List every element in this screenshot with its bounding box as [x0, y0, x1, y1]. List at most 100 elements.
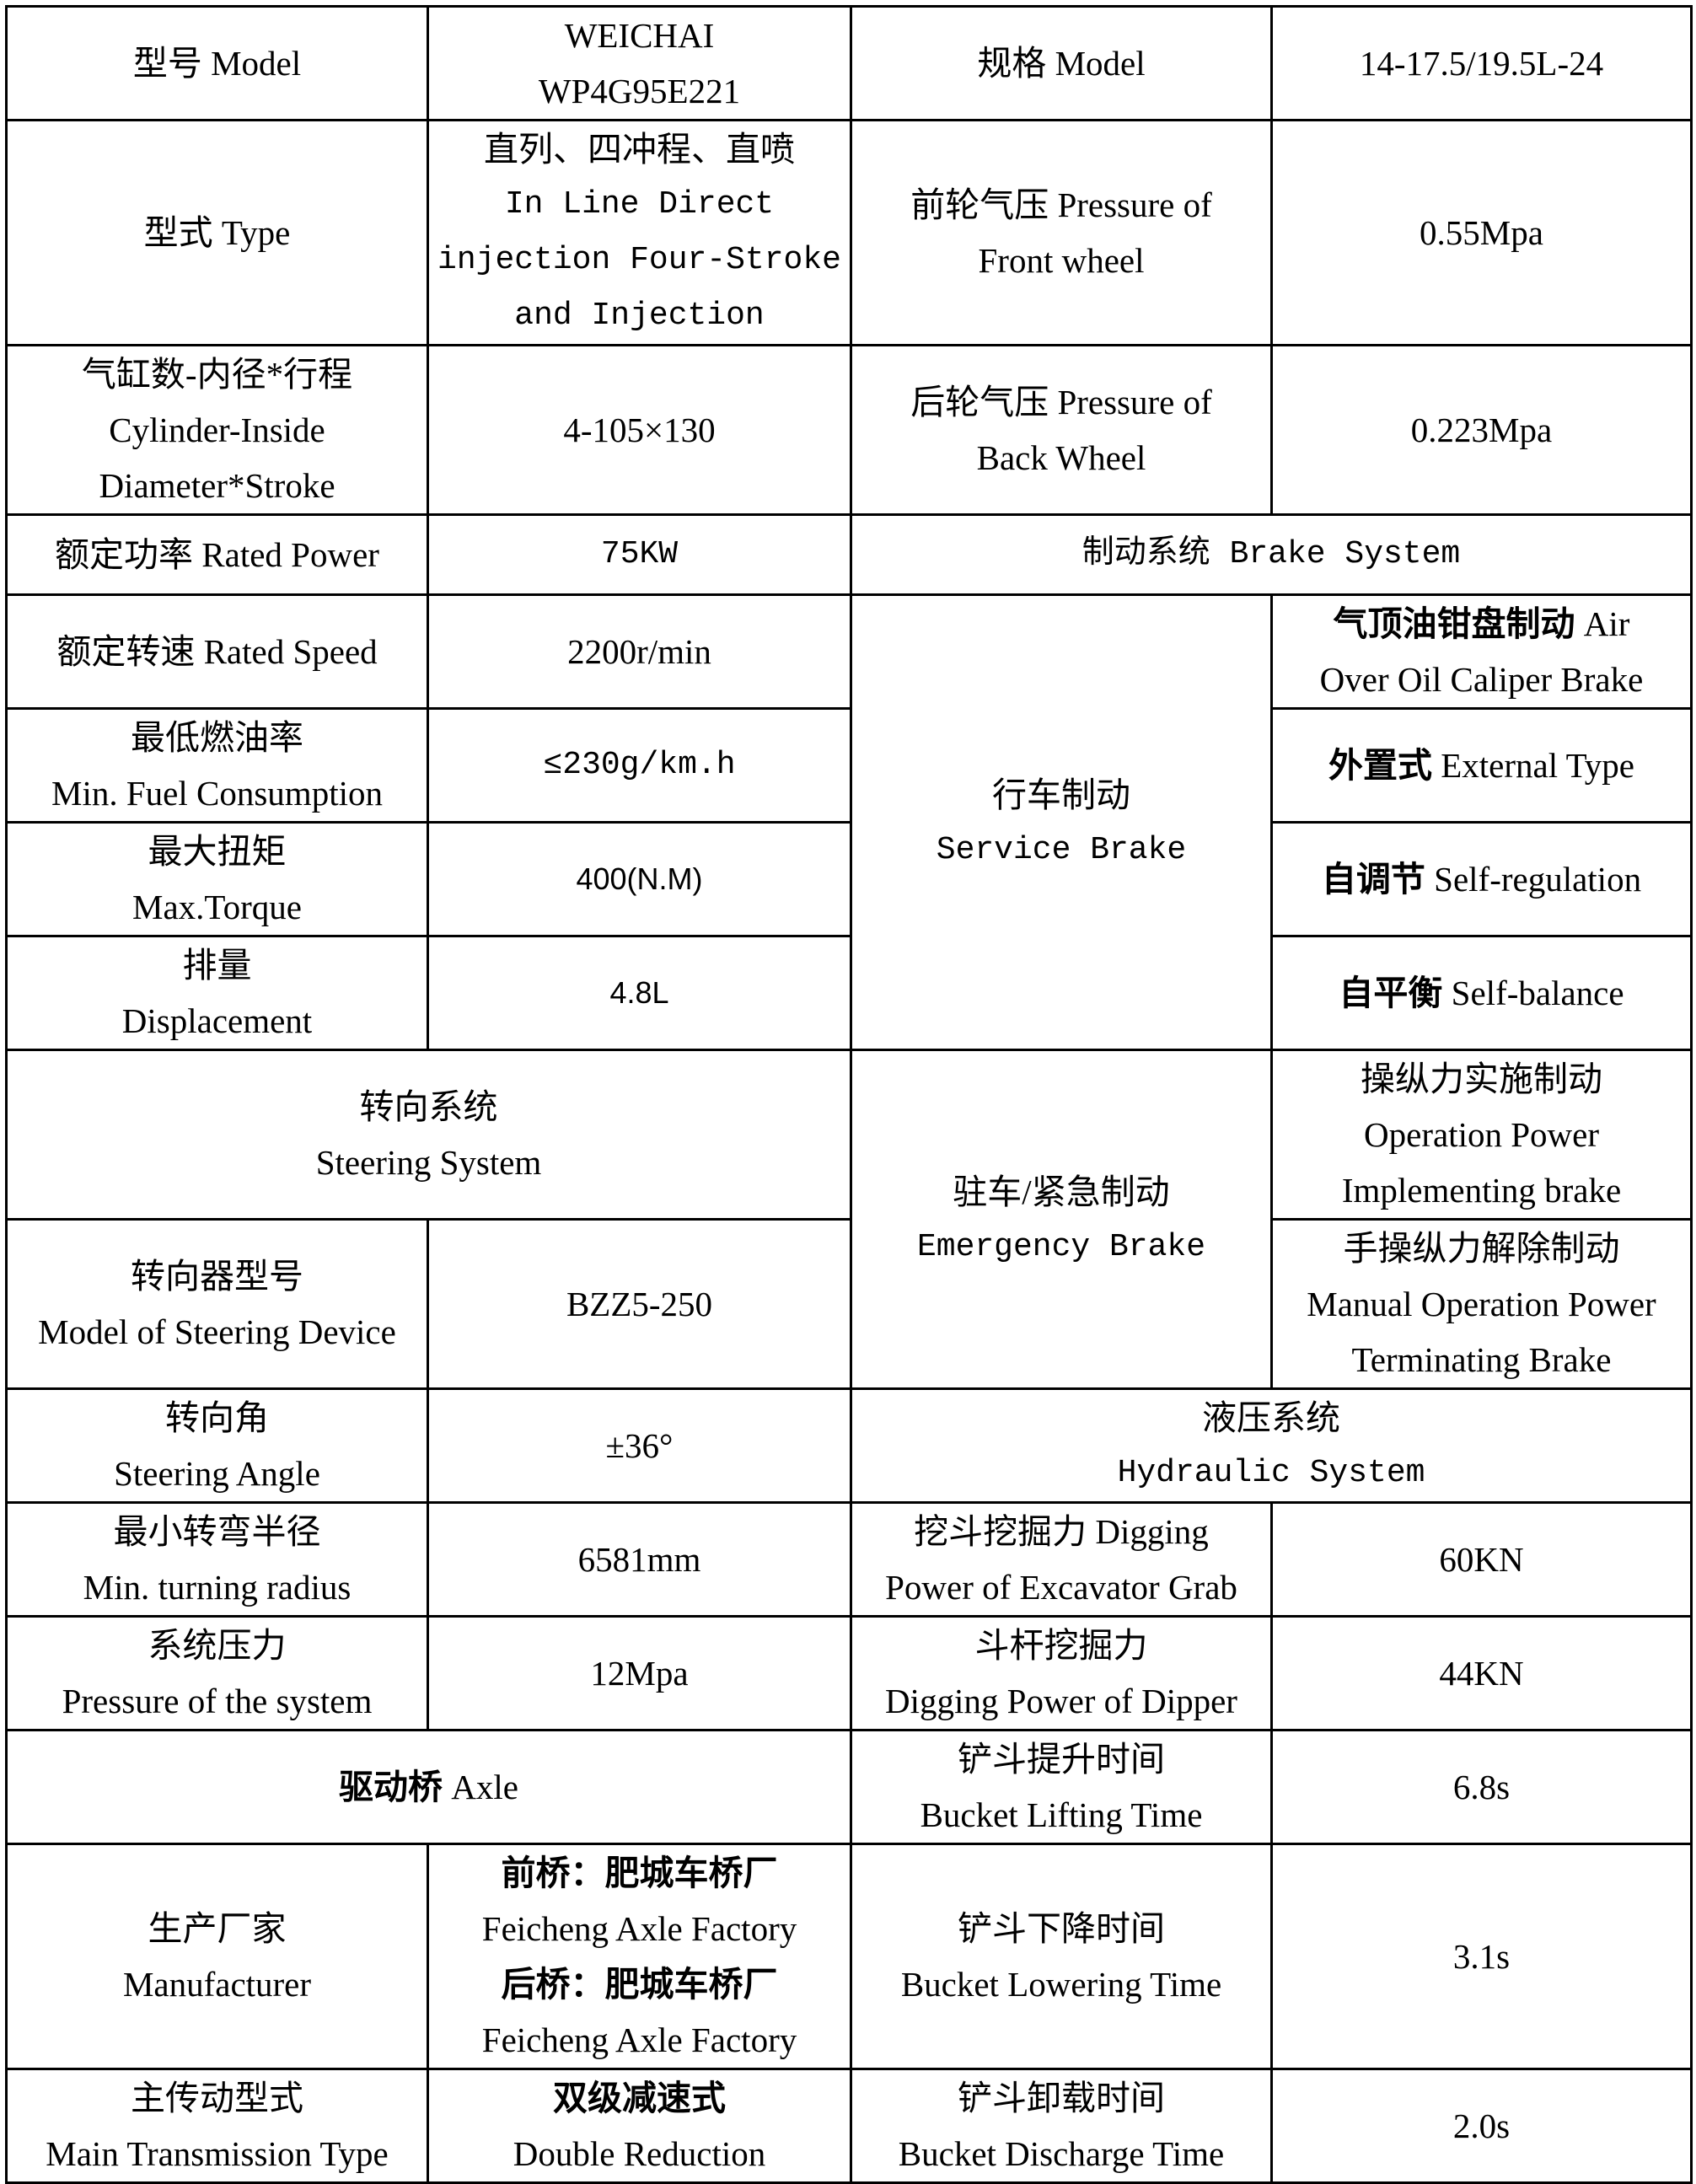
- cell-model-value: WEICHAI WP4G95E221: [427, 5, 852, 121]
- cell-lifting-time-value: 6.8s: [1270, 1729, 1693, 1845]
- value: 手操纵力解除制动: [1343, 1229, 1620, 1268]
- cell-lowering-time-label: 铲斗下降时间 Bucket Lowering Time: [850, 1843, 1273, 2070]
- cell-back-pressure-value: 0.223Mpa: [1270, 344, 1693, 516]
- cell-external-type: 外置式 External Type: [1270, 707, 1693, 824]
- label: Main Transmission Type: [46, 2134, 389, 2173]
- label: 额定转速 Rated Speed: [56, 632, 378, 671]
- spec-table: 型号 Model WEICHAI WP4G95E221 规格 Model 14-1…: [5, 5, 1693, 2184]
- value: 44KN: [1439, 1654, 1524, 1693]
- label: 后轮气压 Pressure of: [910, 383, 1212, 421]
- section-header: Steering System: [315, 1143, 542, 1182]
- cell-steering-angle-value: ±36°: [427, 1387, 852, 1504]
- label: 额定功率 Rated Power: [55, 535, 379, 574]
- label: Pressure of the system: [62, 1682, 373, 1720]
- table-row: 转向系统 Steering System 驻车/紧急制动 Emergency Bra…: [5, 1049, 1693, 1390]
- cell-rated-power-value: 75KW: [427, 513, 852, 596]
- label: 铲斗下降时间: [958, 1909, 1165, 1948]
- table-row: 转向角 Steering Angle ±36° 液压系统 Hydraulic Sys…: [5, 1387, 1693, 1504]
- label: 系统压力: [148, 1626, 287, 1665]
- cell-system-pressure-value: 12Mpa: [427, 1615, 852, 1731]
- cell-steering-device-value: BZZ5-250: [427, 1218, 852, 1390]
- section-header: 转向系统: [359, 1087, 498, 1126]
- label: 铲斗提升时间: [958, 1740, 1165, 1779]
- value: 75KW: [600, 536, 679, 572]
- cell-caliper-brake: 气顶油钳盘制动 Air Over Oil Caliper Brake: [1270, 593, 1693, 710]
- value: 前桥：肥城车桥厂: [501, 1854, 778, 1892]
- section-header: Hydraulic System: [1117, 1455, 1425, 1491]
- cell-grab-power-value: 60KN: [1270, 1501, 1693, 1618]
- table-row: 额定转速 Rated Speed 2200r/min 行车制动 Service B…: [5, 593, 1693, 1051]
- label: 生产厂家: [148, 1909, 287, 1948]
- cell-type-label: 型式 Type: [5, 119, 429, 346]
- cell-displacement-label: 排量 Displacement: [5, 935, 429, 1051]
- label: 最大扭矩: [148, 832, 287, 871]
- label: Cylinder-Inside: [109, 411, 325, 449]
- cell-lowering-time-value: 3.1s: [1270, 1843, 1693, 2070]
- label: 主传动型式: [131, 2079, 303, 2117]
- cell-grab-power-label: 挖斗挖掘力 Digging Power of Excavator Grab: [850, 1501, 1273, 1618]
- table-row: 生产厂家 Manufacturer 前桥：肥城车桥厂 Feicheng Axle F…: [5, 1843, 1693, 2070]
- value: 12Mpa: [590, 1654, 689, 1693]
- cell-rated-power-label: 额定功率 Rated Power: [5, 513, 429, 596]
- cell-fuel-value: ≤230g/km.h: [427, 707, 852, 824]
- section-header: Axle: [451, 1768, 518, 1806]
- cell-manual-operation: 手操纵力解除制动 Manual Operation Power Terminatin…: [1270, 1218, 1693, 1390]
- cell-turning-radius-value: 6581mm: [427, 1501, 852, 1618]
- cell-transmission-value: 双级减速式 Double Reduction: [427, 2068, 852, 2184]
- section-header: 驱动桥: [339, 1768, 443, 1806]
- label: Steering Angle: [114, 1454, 320, 1493]
- label: Min. Fuel Consumption: [51, 774, 383, 813]
- label: 型号 Model: [132, 44, 302, 83]
- value: 双级减速式: [553, 2079, 726, 2117]
- cell-steering-device-label: 转向器型号 Model of Steering Device: [5, 1218, 429, 1390]
- table-row: 驱动桥 Axle 铲斗提升时间 Bucket Lifting Time 6.8s: [5, 1729, 1693, 1845]
- value: Feicheng Axle Factory: [481, 2020, 797, 2059]
- table-row: 额定功率 Rated Power 75KW 制动系统 Brake System: [5, 513, 1693, 596]
- value: 自平衡: [1339, 974, 1443, 1012]
- label: Bucket Discharge Time: [898, 2134, 1225, 2173]
- label: 规格 Model: [977, 44, 1146, 83]
- cell-spec-label: 规格 Model: [850, 5, 1273, 121]
- label: 转向角: [165, 1398, 269, 1437]
- value: Implementing brake: [1341, 1171, 1622, 1210]
- cell-manufacturer-label: 生产厂家 Manufacturer: [5, 1843, 429, 2070]
- label: Service Brake: [936, 831, 1187, 868]
- label: Emergency Brake: [916, 1228, 1206, 1265]
- label: 气缸数-内径*行程: [81, 355, 353, 394]
- value: BZZ5-250: [566, 1285, 713, 1323]
- value: 0.223Mpa: [1410, 411, 1553, 449]
- label: Manufacturer: [122, 1965, 312, 2004]
- cell-rated-speed-value: 2200r/min: [427, 593, 852, 710]
- cell-axle-header: 驱动桥 Axle: [5, 1729, 852, 1845]
- value: ≤230g/km.h: [543, 747, 736, 783]
- value: Terminating Brake: [1351, 1340, 1612, 1379]
- value: Self-regulation: [1434, 860, 1642, 899]
- value: 6.8s: [1452, 1768, 1511, 1806]
- table-row: 系统压力 Pressure of the system 12Mpa 斗杆挖掘力 Di…: [5, 1615, 1693, 1731]
- value: 后桥：肥城车桥厂: [501, 1965, 778, 2004]
- cell-hydraulic-system-header: 液压系统 Hydraulic System: [850, 1387, 1693, 1504]
- label: Back Wheel: [976, 438, 1146, 477]
- cell-emergency-brake-label: 驻车/紧急制动 Emergency Brake: [850, 1049, 1273, 1390]
- value: WP4G95E221: [538, 72, 741, 110]
- label: Displacement: [121, 1001, 313, 1040]
- label: 铲斗卸载时间: [958, 2079, 1165, 2117]
- value: External Type: [1441, 746, 1634, 785]
- cell-self-balance: 自平衡 Self-balance: [1270, 935, 1693, 1051]
- value: 自调节: [1321, 860, 1425, 899]
- label: Diameter*Stroke: [99, 466, 335, 505]
- table-row: 气缸数-内径*行程 Cylinder-Inside Diameter*Stroke …: [5, 344, 1693, 516]
- value: WEICHAI: [564, 16, 715, 55]
- cell-rated-speed-label: 额定转速 Rated Speed: [5, 593, 429, 710]
- label: 前轮气压 Pressure of: [910, 185, 1212, 224]
- cell-type-value: 直列、四冲程、直喷 In Line Direct injection Four-St…: [427, 119, 852, 346]
- value: Manual Operation Power: [1307, 1285, 1656, 1323]
- label: 行车制动: [992, 775, 1130, 814]
- label: Bucket Lowering Time: [900, 1965, 1222, 2004]
- cell-dipper-power-label: 斗杆挖掘力 Digging Power of Dipper: [850, 1615, 1273, 1731]
- section-header: 液压系统: [1202, 1398, 1340, 1437]
- label: 驻车/紧急制动: [953, 1172, 1170, 1211]
- value: Over Oil Caliper Brake: [1319, 660, 1644, 699]
- cell-steering-angle-label: 转向角 Steering Angle: [5, 1387, 429, 1504]
- value: 14-17.5/19.5L-24: [1359, 44, 1604, 83]
